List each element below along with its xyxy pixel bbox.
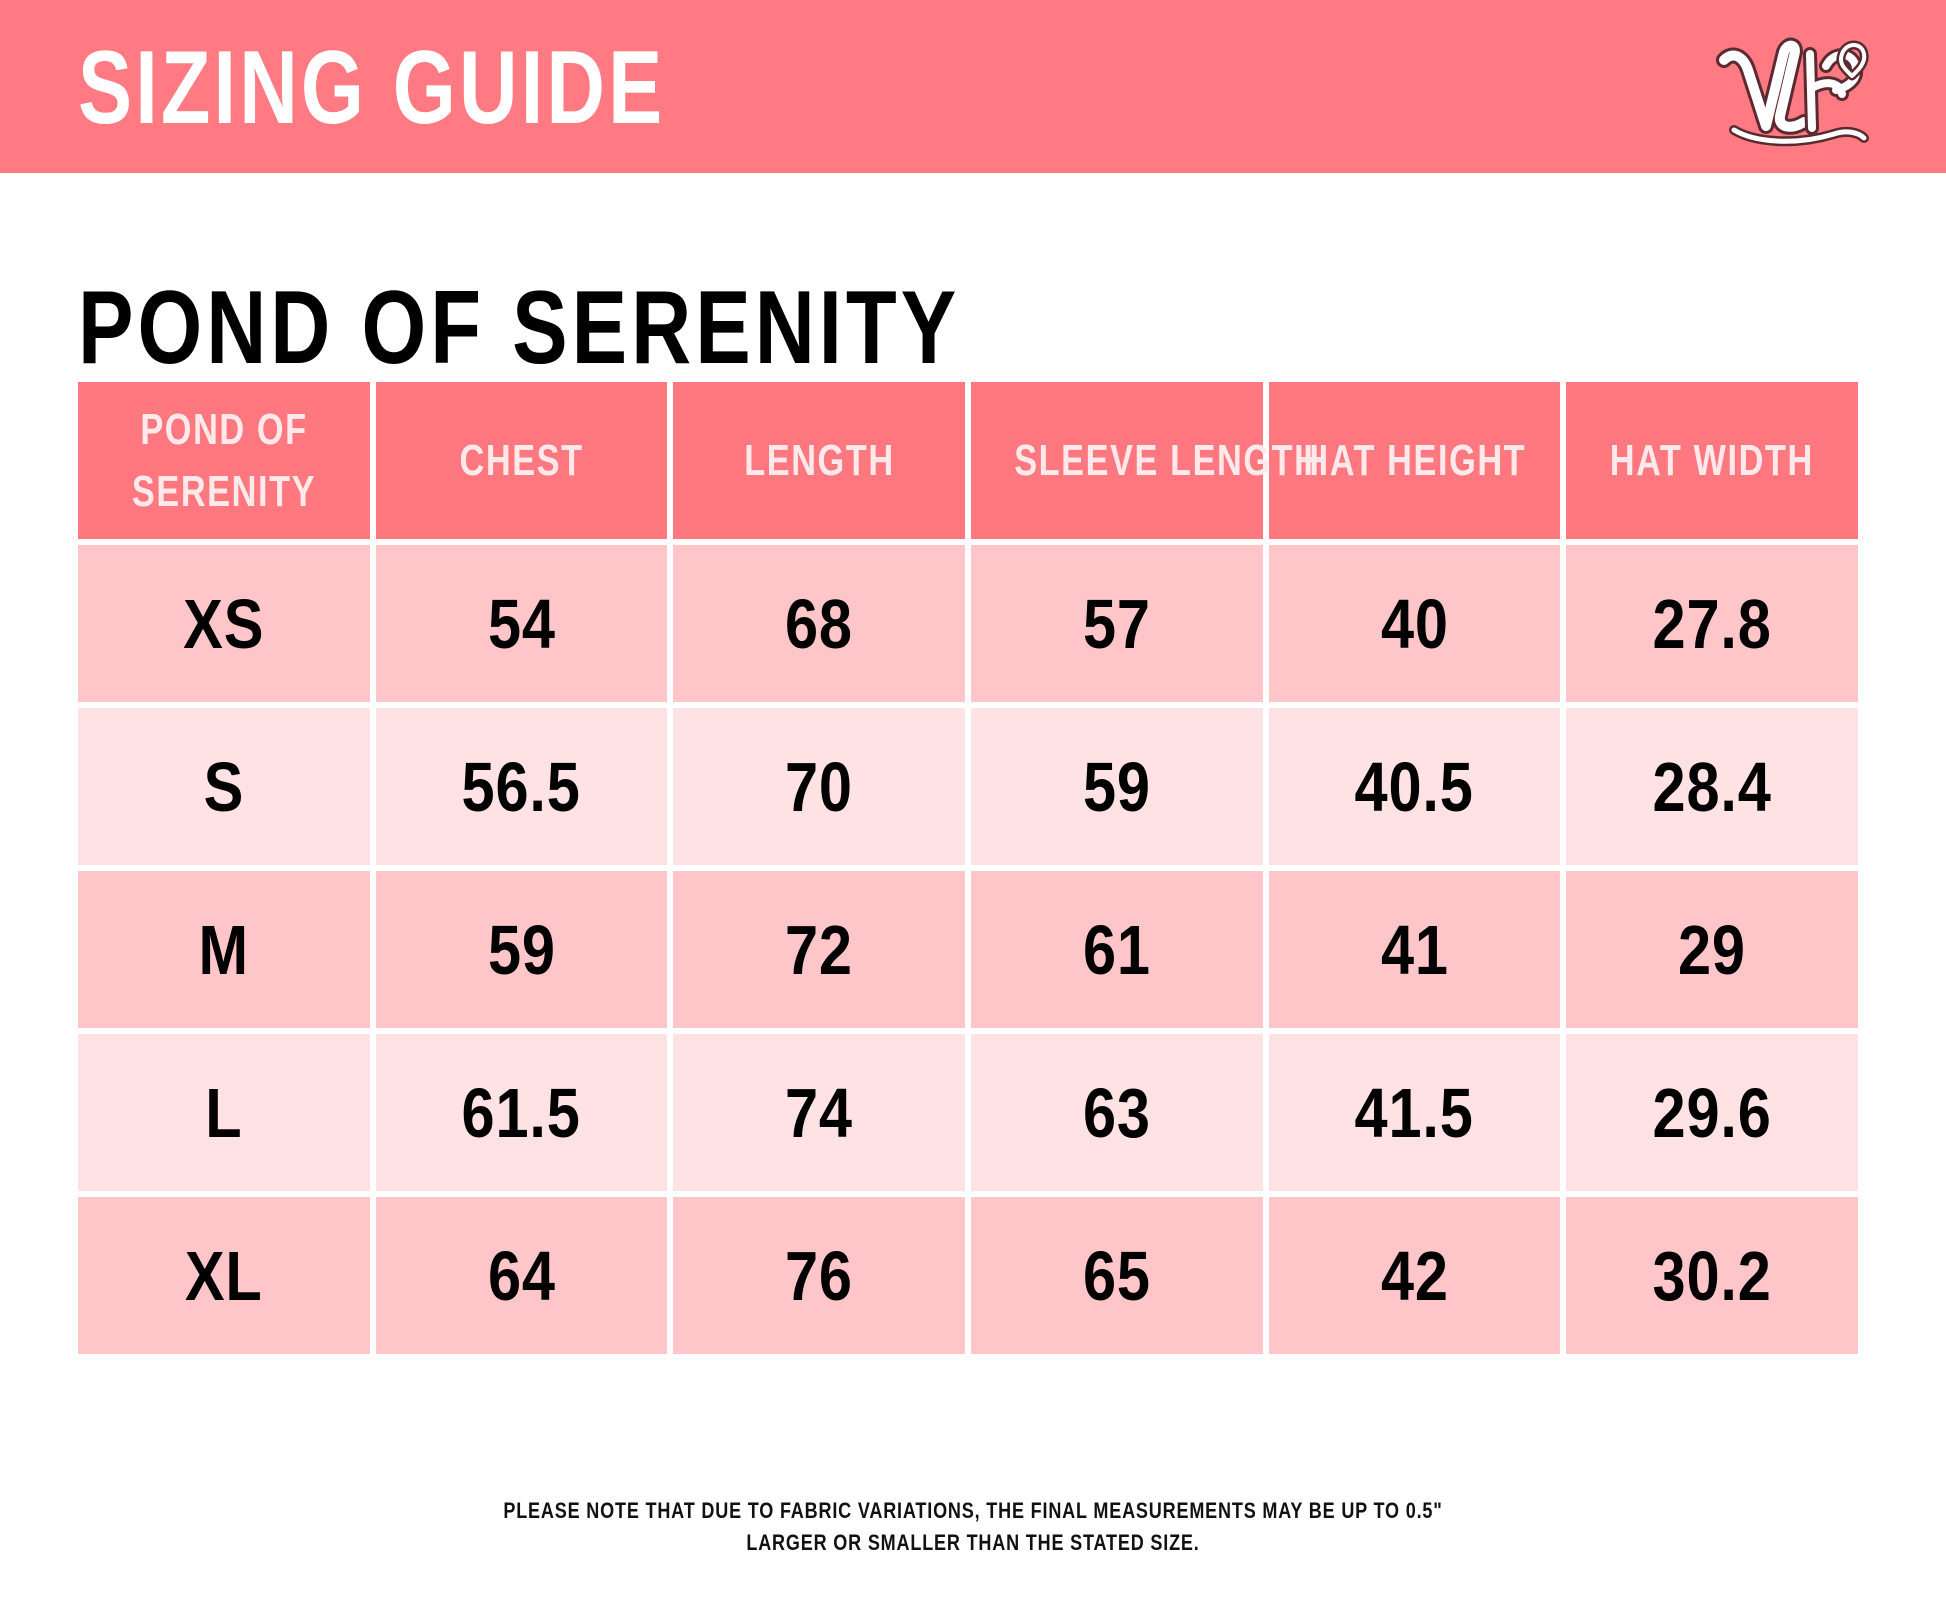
cell-value: 76 [785, 1236, 854, 1315]
page-title: SIZING GUIDE [78, 30, 666, 146]
header-label: CHEST [459, 435, 584, 485]
sleeve-length-cell: 61 [970, 871, 1263, 1028]
hat-width-cell: 29 [1566, 871, 1858, 1028]
size-cell: M [78, 871, 370, 1028]
cell-value: XS [183, 584, 265, 663]
cell-value: 40 [1380, 584, 1449, 663]
cell-value: 59 [487, 910, 556, 989]
sleeve-length-cell: 59 [970, 708, 1263, 865]
cell-value: 59 [1082, 747, 1151, 826]
length-cell: 74 [673, 1034, 965, 1191]
header-hat-width: HAT WIDTH [1566, 382, 1858, 539]
cell-value: 41 [1380, 910, 1449, 989]
sleeve-length-cell: 65 [970, 1197, 1263, 1354]
chest-cell: 61.5 [375, 1034, 668, 1191]
cell-value: 64 [487, 1236, 556, 1315]
cell-value: S [203, 747, 245, 826]
chest-cell: 56.5 [375, 708, 668, 865]
cell-value: 57 [1082, 584, 1151, 663]
table-row: XL 64 76 65 42 30.2 [78, 1197, 1858, 1354]
hat-height-cell: 42 [1268, 1197, 1561, 1354]
cell-value: L [205, 1073, 243, 1152]
cell-value: 68 [785, 584, 854, 663]
size-cell: XS [78, 545, 370, 702]
cell-value: 63 [1082, 1073, 1151, 1152]
hat-height-cell: 41.5 [1268, 1034, 1561, 1191]
chest-cell: 54 [375, 545, 668, 702]
hat-height-cell: 41 [1268, 871, 1561, 1028]
header-label: HAT WIDTH [1610, 435, 1815, 485]
header-hat-height: HAT HEIGHT [1268, 382, 1561, 539]
size-cell: S [78, 708, 370, 865]
table-row: M 59 72 61 41 29 [78, 871, 1858, 1028]
chest-cell: 64 [375, 1197, 668, 1354]
header-label: POND OF SERENITY [131, 404, 316, 516]
header-sleeve-length: SLEEVE LENGTH [970, 382, 1319, 539]
length-cell: 68 [673, 545, 965, 702]
hat-height-cell: 40 [1268, 545, 1561, 702]
note-line-1: PLEASE NOTE THAT DUE TO FABRIC VARIATION… [503, 1498, 1443, 1523]
header-label: SLEEVE LENGTH [1014, 435, 1321, 485]
length-cell: 72 [673, 871, 965, 1028]
header-chest: CHEST [375, 382, 668, 539]
cell-value: 40.5 [1354, 747, 1475, 826]
header-banner: SIZING GUIDE [0, 0, 1946, 173]
cell-value: 54 [487, 584, 556, 663]
hat-height-cell: 40.5 [1268, 708, 1561, 865]
cell-value: 74 [785, 1073, 854, 1152]
cell-value: 27.8 [1652, 584, 1772, 663]
header-label: LENGTH [743, 435, 895, 485]
cell-value: 61 [1082, 910, 1151, 989]
cell-value: 72 [785, 910, 854, 989]
hat-width-cell: 29.6 [1566, 1034, 1858, 1191]
table-row: L 61.5 74 63 41.5 29.6 [78, 1034, 1858, 1191]
cell-value: 28.4 [1652, 747, 1772, 826]
sleeve-length-cell: 57 [970, 545, 1263, 702]
cell-value: 29 [1678, 910, 1747, 989]
cell-value: 29.6 [1652, 1073, 1772, 1152]
size-cell: XL [78, 1197, 370, 1354]
cell-value: 61.5 [461, 1073, 582, 1152]
table-row: S 56.5 70 59 40.5 28.4 [78, 708, 1858, 865]
note-line-2: LARGER OR SMALLER THAN THE STATED SIZE. [746, 1530, 1200, 1555]
sleeve-length-cell: 63 [970, 1034, 1263, 1191]
cell-value: 42 [1380, 1236, 1449, 1315]
cell-value: 30.2 [1652, 1236, 1772, 1315]
hat-width-cell: 30.2 [1566, 1197, 1858, 1354]
length-cell: 76 [673, 1197, 965, 1354]
cell-value: 41.5 [1354, 1073, 1475, 1152]
header-length: LENGTH [673, 382, 965, 539]
hat-width-cell: 28.4 [1566, 708, 1858, 865]
table-row: XS 54 68 57 40 27.8 [78, 545, 1858, 702]
cell-value: 65 [1082, 1236, 1151, 1315]
brand-logo-icon [1716, 37, 1869, 147]
cell-value: 70 [785, 747, 854, 826]
cell-value: XL [184, 1236, 263, 1315]
size-chart-table: POND OF SERENITY CHEST LENGTH SLEEVE LEN… [72, 376, 1864, 1360]
header-label: HAT HEIGHT [1303, 435, 1526, 485]
header-size-column: POND OF SERENITY [78, 382, 370, 539]
chest-cell: 59 [375, 871, 668, 1028]
size-cell: L [78, 1034, 370, 1191]
product-title: POND OF SERENITY [78, 270, 961, 386]
cell-value: 56.5 [461, 747, 582, 826]
measurement-note: PLEASE NOTE THAT DUE TO FABRIC VARIATION… [0, 1495, 1946, 1559]
hat-width-cell: 27.8 [1566, 545, 1858, 702]
cell-value: M [198, 910, 250, 989]
table-header-row: POND OF SERENITY CHEST LENGTH SLEEVE LEN… [78, 382, 1858, 539]
length-cell: 70 [673, 708, 965, 865]
